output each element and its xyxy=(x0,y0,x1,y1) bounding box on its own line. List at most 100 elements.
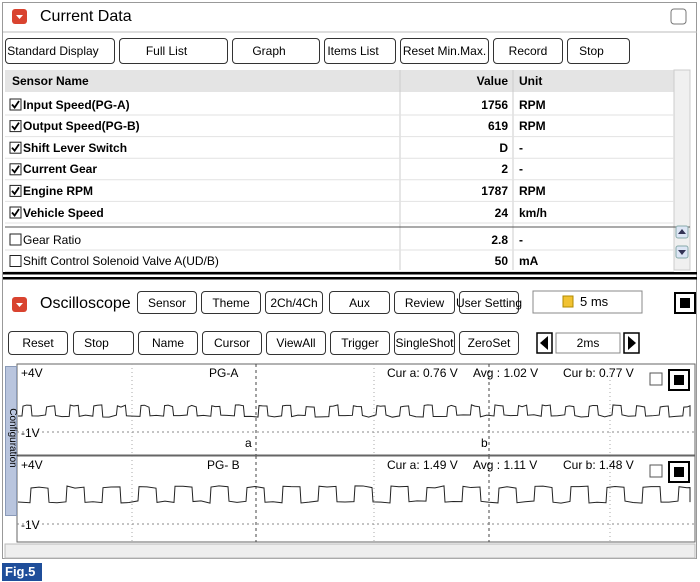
channel-name: PG- B xyxy=(207,458,240,472)
oscilloscope-title: Oscilloscope xyxy=(40,295,131,312)
time-div-box xyxy=(555,332,621,354)
button[interactable]: Name xyxy=(138,331,198,355)
button[interactable]: Review xyxy=(394,291,455,314)
checkmark xyxy=(11,143,20,153)
checkbox xyxy=(9,98,22,111)
maximize-box xyxy=(670,8,687,25)
sensor-value: 1756 xyxy=(481,97,508,112)
prev-arrow xyxy=(540,336,548,350)
column-header: Value xyxy=(476,74,508,88)
time-display-box xyxy=(532,290,643,314)
sensor-name: Current Gear xyxy=(23,162,98,177)
sensor-name: Output Speed(PG-B) xyxy=(23,119,140,134)
checkbox xyxy=(9,163,22,176)
button-label: ZeroSet xyxy=(467,336,511,350)
figure-label: Fig.5 xyxy=(2,563,42,581)
side-tab-label: Configuration xyxy=(7,408,18,468)
button[interactable]: Aux xyxy=(329,291,390,314)
button[interactable]: Record xyxy=(493,38,563,64)
button-label: Full List xyxy=(145,44,188,58)
button[interactable]: Trigger xyxy=(330,331,390,355)
button[interactable]: Graph xyxy=(232,38,320,64)
button[interactable]: Standard Display xyxy=(5,38,115,64)
column-header: Unit xyxy=(519,74,543,88)
sensor-unit: RPM xyxy=(519,97,546,112)
checkbox xyxy=(9,184,22,197)
time-icon xyxy=(562,295,574,308)
button[interactable]: Reset xyxy=(8,331,68,355)
checkbox xyxy=(9,255,22,267)
button[interactable]: Full List xyxy=(119,38,228,64)
side-tab xyxy=(5,366,17,516)
button-label: Trigger xyxy=(341,336,379,350)
button[interactable]: ViewAll xyxy=(266,331,326,355)
cursor-b-readout: Cur b: 0.77 V xyxy=(563,366,634,380)
button-label: Theme xyxy=(212,295,250,310)
cursor-a-readout: Cur a: 1.49 V xyxy=(387,458,458,472)
button-label: 2Ch/4Ch xyxy=(270,295,318,310)
time-div: 2ms xyxy=(576,336,600,350)
button[interactable]: Stop xyxy=(567,38,630,64)
sensor-unit: mA xyxy=(519,254,539,268)
button-label: User Setting xyxy=(455,295,523,310)
button[interactable]: SingleShot xyxy=(394,331,455,355)
split-line xyxy=(3,272,697,275)
button[interactable]: Theme xyxy=(201,291,261,314)
button-label: SingleShot xyxy=(395,336,454,350)
button[interactable]: Stop xyxy=(73,331,134,355)
button-label: Name xyxy=(151,336,184,350)
toggle-fill xyxy=(680,298,690,308)
button[interactable]: Reset Min.Max. xyxy=(400,38,489,64)
button-label: Record xyxy=(508,44,548,58)
sensor-name: Shift Lever Switch xyxy=(23,140,128,155)
column-header: Sensor Name xyxy=(12,74,89,88)
collapse-arrow xyxy=(16,15,23,19)
button[interactable]: Items List xyxy=(324,38,396,64)
button[interactable]: User Setting xyxy=(455,291,523,314)
cursor-a-readout: Cur a: 0.76 V xyxy=(387,366,458,380)
collapse-arrow xyxy=(16,303,23,307)
checkmark xyxy=(11,122,20,131)
next-arrow xyxy=(628,336,636,350)
average-readout: Avg : 1.02 V xyxy=(473,366,539,380)
button-label: Reset Min.Max. xyxy=(402,44,487,58)
sensor-name: Gear Ratio xyxy=(23,232,82,247)
table-header-bg xyxy=(5,70,674,92)
button-label: ViewAll xyxy=(276,336,316,350)
checkbox xyxy=(9,120,22,133)
scroll-arrow xyxy=(678,229,686,234)
sensor-unit: RPM xyxy=(519,183,546,198)
channel-checkbox xyxy=(649,464,663,478)
sensor-value: D xyxy=(499,140,508,155)
button-label: Reset xyxy=(22,336,54,350)
checkmark xyxy=(11,165,20,174)
sensor-unit: RPM xyxy=(519,119,546,134)
sensor-unit: - xyxy=(519,232,523,247)
button-label: Stop xyxy=(579,44,604,58)
sensor-name: Engine RPM xyxy=(23,183,94,198)
button[interactable]: ZeroSet xyxy=(459,331,519,355)
max-label: +4V xyxy=(21,458,43,472)
waveform xyxy=(17,404,691,418)
checkmark xyxy=(11,186,20,196)
checkmark xyxy=(11,208,20,217)
sensor-value: 619 xyxy=(487,119,508,134)
button-label: Items List xyxy=(327,44,379,58)
sensor-value: 50 xyxy=(494,254,508,268)
waveform xyxy=(17,485,691,504)
cursor-label: b xyxy=(481,436,488,450)
button[interactable]: 2Ch/4Ch xyxy=(265,291,323,314)
min-label: -1V xyxy=(21,426,40,440)
cursor-label: a xyxy=(245,436,252,450)
sensor-unit: - xyxy=(519,162,523,177)
cursor-b-readout: Cur b: 1.48 V xyxy=(563,458,634,472)
button[interactable]: Cursor xyxy=(202,331,262,355)
button[interactable]: Sensor xyxy=(137,291,197,314)
h-scrollbar xyxy=(4,543,696,559)
sensor-value: 2.8 xyxy=(491,232,508,247)
channel-frame xyxy=(16,363,696,456)
button-label: Review xyxy=(404,295,445,310)
checkbox xyxy=(9,141,22,154)
sensor-value: 24 xyxy=(494,205,508,220)
